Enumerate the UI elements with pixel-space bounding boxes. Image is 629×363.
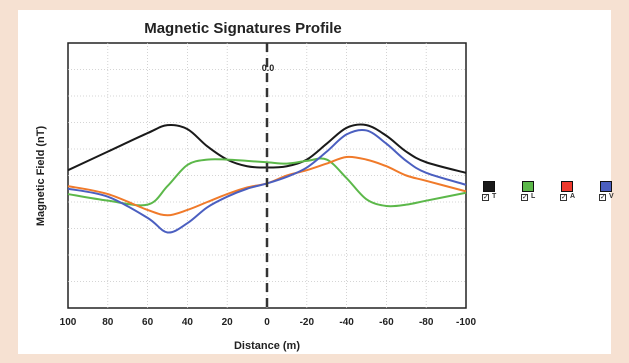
x-tick-label: 40 — [182, 317, 194, 328]
legend-item-t[interactable]: ✓ T — [481, 181, 511, 207]
y-axis-label: Magnetic Field (nT) — [35, 126, 47, 227]
x-tick-label: 80 — [102, 317, 114, 328]
legend-checkbox[interactable]: ✓ — [482, 194, 489, 201]
legend-label: T — [492, 193, 497, 200]
zero-annotation: 0.0 — [262, 63, 275, 73]
legend-label: L — [531, 193, 536, 200]
x-tick-label: 60 — [142, 317, 154, 328]
x-tick-label: -40 — [339, 317, 354, 328]
legend-item-a[interactable]: ✓ A — [559, 181, 589, 207]
series-layer — [67, 123, 467, 234]
legend-label: V — [609, 193, 614, 200]
chart-svg: Magnetic Signatures Profile 0.0 100 80 60 4… — [35, 20, 477, 352]
x-tick-label: -20 — [300, 317, 315, 328]
legend-label: A — [570, 193, 576, 200]
series-line-l — [67, 157, 467, 208]
x-tick-label: -60 — [379, 317, 394, 328]
legend-checkbox[interactable]: ✓ — [599, 194, 606, 201]
legend-swatch — [522, 181, 534, 192]
x-tick-label: -80 — [419, 317, 434, 328]
legend-item-l[interactable]: ✓ L — [520, 181, 550, 207]
legend: ✓ T ✓ L ✓ A ✓ V — [481, 181, 621, 207]
chart-title: Magnetic Signatures Profile — [144, 20, 342, 37]
x-axis-label: Distance (m) — [234, 340, 300, 352]
legend-swatch — [561, 181, 573, 192]
x-axis-ticks: 100 80 60 40 20 0 -20 -40 -60 -80 -100 — [60, 317, 477, 328]
legend-item-v[interactable]: ✓ V — [598, 181, 628, 207]
x-tick-label: 100 — [60, 317, 77, 328]
legend-swatch — [483, 181, 495, 192]
x-tick-label: 20 — [222, 317, 234, 328]
legend-checkbox[interactable]: ✓ — [521, 194, 528, 201]
legend-checkbox[interactable]: ✓ — [560, 194, 567, 201]
chart-panel: Magnetic Signatures Profile 0.0 100 80 60 4… — [18, 10, 611, 354]
legend-swatch — [600, 181, 612, 192]
x-tick-label: 0 — [264, 317, 270, 328]
x-tick-label: -100 — [456, 317, 476, 328]
series-line-v — [67, 128, 467, 234]
series-line-t — [67, 123, 467, 174]
